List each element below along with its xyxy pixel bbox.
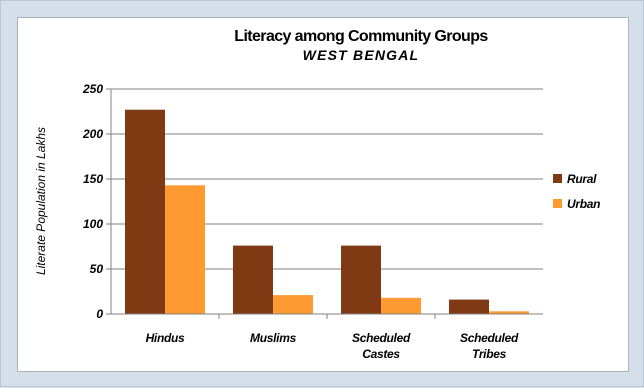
y-axis-label: Literate Population in Lakhs [34, 127, 48, 275]
y-tick-label: 0 [96, 307, 103, 321]
bar-rural [233, 245, 273, 314]
bar-urban [165, 185, 205, 314]
bar-rural [125, 109, 165, 314]
bar-rural [449, 299, 489, 314]
x-category-label: Castes [362, 347, 400, 361]
x-category-label: Tribes [472, 347, 507, 361]
legend: Rural Urban [553, 172, 600, 211]
y-tick-labels: 0 50 100 150 200 250 [82, 82, 103, 321]
x-category-label: Scheduled [460, 331, 519, 345]
x-category-label: Hindus [146, 331, 185, 345]
chart-title: Literacy among Community Groups [234, 28, 488, 45]
legend-swatch-urban [553, 199, 562, 208]
bar-rural [341, 245, 381, 314]
legend-label-urban: Urban [567, 197, 600, 211]
y-tick-label: 250 [82, 82, 103, 96]
chart-subtitle: WEST BENGAL [303, 47, 420, 63]
legend-label-rural: Rural [567, 172, 597, 186]
x-category-label: Muslims [250, 331, 297, 345]
bar-urban [489, 311, 529, 314]
bar-urban [381, 297, 421, 314]
axes [110, 89, 543, 319]
bar-urban [273, 295, 313, 314]
legend-swatch-rural [553, 174, 562, 183]
y-tick-label: 50 [90, 262, 104, 276]
y-tick-label: 100 [83, 217, 103, 231]
y-tick-label: 150 [83, 172, 103, 186]
x-category-label: Scheduled [352, 331, 411, 345]
x-category-labels: Hindus Muslims Scheduled Castes Scheduled Tri… [146, 331, 520, 361]
bars [125, 109, 529, 314]
y-tick-label: 200 [82, 127, 103, 141]
